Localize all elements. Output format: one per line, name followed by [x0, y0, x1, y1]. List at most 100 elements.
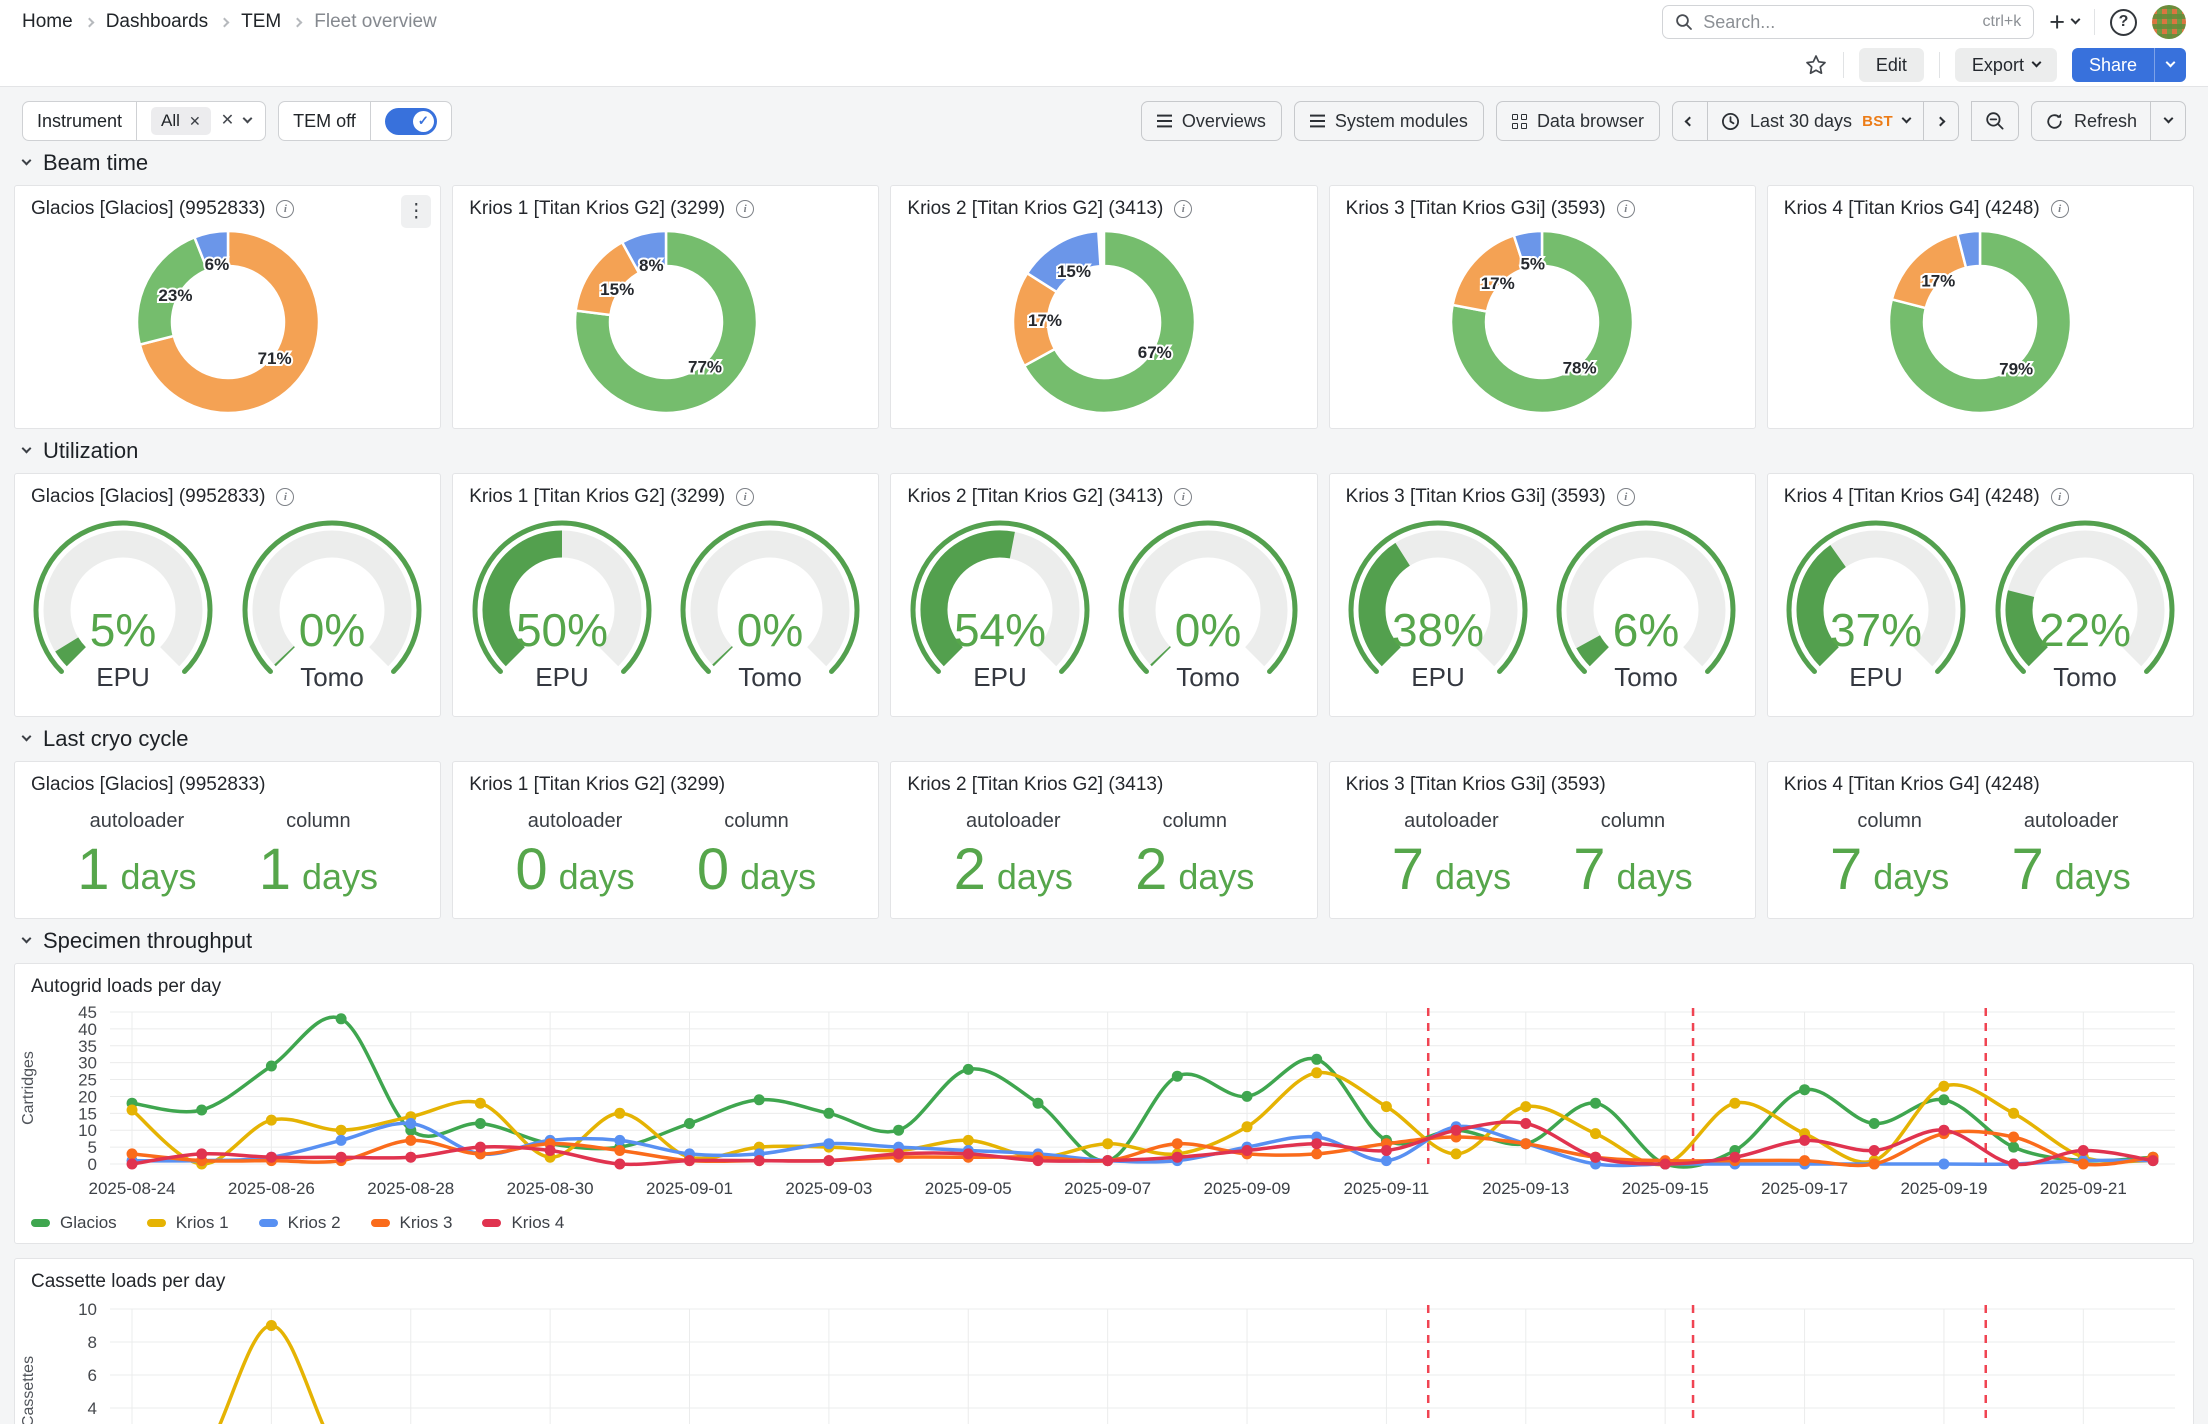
divider: [1842, 52, 1844, 78]
instrument-value-chip[interactable]: All ✕: [151, 107, 211, 135]
chevron-down-icon: [2165, 57, 2176, 68]
svg-text:0%: 0%: [299, 604, 365, 656]
add-new-button[interactable]: +: [2049, 6, 2081, 38]
info-icon[interactable]: i: [1174, 488, 1193, 506]
collapse-chevron-icon: [21, 155, 32, 166]
info-icon[interactable]: i: [1616, 200, 1635, 218]
legend-item-krios-1[interactable]: Krios 1: [146, 1213, 229, 1233]
search-input[interactable]: [1703, 11, 1973, 33]
share-dropdown-button[interactable]: [2154, 48, 2186, 82]
panel-menu-button[interactable]: ⋮: [401, 195, 432, 228]
stat-unit: days: [996, 856, 1073, 897]
legend-item-krios-4[interactable]: Krios 4: [482, 1213, 564, 1233]
svg-text:71%: 71%: [257, 349, 291, 368]
legend-item-krios-3[interactable]: Krios 3: [370, 1213, 453, 1233]
collapse-chevron-icon: [21, 731, 32, 742]
svg-text:2025-09-15: 2025-09-15: [1622, 1179, 1709, 1198]
search-shortcut: ctrl+k: [1982, 13, 2022, 30]
svg-text:2025-09-07: 2025-09-07: [1064, 1179, 1151, 1198]
info-icon[interactable]: i: [1174, 200, 1193, 218]
svg-text:2025-09-19: 2025-09-19: [1900, 1179, 1987, 1198]
svg-text:2025-08-26: 2025-08-26: [228, 1179, 315, 1198]
chevron-down-icon: [2070, 14, 2081, 25]
svg-text:2025-08-24: 2025-08-24: [89, 1179, 176, 1198]
svg-text:0%: 0%: [1175, 604, 1241, 656]
tem-off-toggle[interactable]: ✓: [384, 107, 437, 135]
stat-value: 7 days: [1573, 841, 1692, 899]
breadcrumb-tem[interactable]: TEM: [241, 11, 282, 32]
section-header-beam-time[interactable]: Beam time: [14, 141, 2194, 185]
last-cryo-cycle-panel: Krios 2 [Titan Krios G2] (3413) autoloade…: [890, 761, 1318, 919]
svg-text:10: 10: [78, 1300, 97, 1319]
overviews-button[interactable]: Overviews: [1140, 101, 1282, 141]
search-box[interactable]: ctrl+k: [1662, 5, 2035, 39]
svg-text:EPU: EPU: [1411, 662, 1464, 692]
plus-icon: +: [2049, 6, 2065, 37]
stat-label: autoloader: [2023, 810, 2119, 832]
clear-filter-icon[interactable]: ✕: [220, 112, 235, 129]
line-chart-svg: 02468102025-08-242025-08-262025-08-28202…: [20, 1300, 2175, 1424]
system-modules-button[interactable]: System modules: [1293, 101, 1484, 141]
avatar[interactable]: [2152, 5, 2186, 39]
info-icon[interactable]: i: [2050, 488, 2069, 506]
zoom-out-button[interactable]: [1970, 101, 2019, 141]
time-range-picker[interactable]: Last 30 days BST: [1706, 101, 1924, 141]
panel-title: Krios 1 [Titan Krios G2] (3299): [469, 774, 726, 795]
refresh-button[interactable]: Refresh: [2030, 101, 2151, 141]
chevron-right-icon: [1936, 116, 1946, 126]
svg-text:2025-09-11: 2025-09-11: [1344, 1179, 1430, 1198]
edit-button[interactable]: Edit: [1858, 48, 1924, 82]
info-icon[interactable]: i: [1616, 488, 1635, 506]
donut-chart: 79% 17%: [1768, 226, 2193, 420]
chevron-down-icon[interactable]: [242, 113, 253, 124]
svg-text:Tomo: Tomo: [2053, 662, 2117, 692]
section-header-specimen-throughput[interactable]: Specimen throughput: [14, 919, 2194, 963]
info-icon[interactable]: i: [276, 200, 295, 218]
filter-bar: Instrument All ✕ ✕ TEM off ✓ Overviews Sy…: [0, 87, 2208, 141]
stat-value: 7 days: [2011, 841, 2130, 899]
info-icon[interactable]: i: [276, 488, 295, 506]
help-button[interactable]: ?: [2110, 8, 2137, 36]
stat-pair: autoloader 0 days column 0 days: [453, 802, 878, 899]
refresh-interval-dropdown[interactable]: [2150, 101, 2186, 141]
svg-text:78%: 78%: [1563, 358, 1597, 377]
chart-legend: Glacios Krios 1 Krios 2 Krios 3 Krios 4: [15, 1209, 2193, 1243]
legend-item-glacios[interactable]: Glacios: [31, 1213, 117, 1233]
section-header-last-cryo-cycle[interactable]: Last cryo cycle: [14, 717, 2194, 761]
stat-pair: autoloader 1 days column 1 days: [15, 802, 440, 899]
top-right-controls: ctrl+k + ?: [1662, 5, 2186, 39]
stat-unit: days: [1435, 856, 1512, 897]
info-icon[interactable]: i: [2050, 200, 2069, 218]
svg-text:2025-09-09: 2025-09-09: [1204, 1179, 1291, 1198]
last-cryo-cycle-panel: Krios 4 [Titan Krios G4] (4248) column 7 da…: [1766, 761, 2194, 919]
breadcrumb-home[interactable]: Home: [22, 11, 73, 32]
legend-item-krios-2[interactable]: Krios 2: [258, 1213, 341, 1233]
breadcrumb-separator-icon: [219, 17, 230, 27]
legend-color-pill: [31, 1219, 50, 1227]
legend-label: Krios 3: [399, 1213, 453, 1232]
info-icon[interactable]: i: [736, 488, 755, 506]
data-browser-button[interactable]: Data browser: [1495, 101, 1660, 141]
svg-text:0: 0: [88, 1155, 97, 1174]
utilization-panel: Krios 3 [Titan Krios G3i] (3593) i 38% EPU 6…: [1328, 473, 1756, 717]
time-shift-forward-button[interactable]: [1922, 101, 1959, 141]
instrument-filter-value[interactable]: All ✕ ✕: [136, 102, 265, 140]
menu-icon: [1309, 119, 1325, 123]
breadcrumb-dashboards[interactable]: Dashboards: [105, 11, 209, 32]
panel-title: Krios 1 [Titan Krios G2] (3299): [469, 198, 726, 219]
donut-svg: 79% 17%: [1888, 229, 2073, 415]
remove-value-icon[interactable]: ✕: [188, 113, 201, 129]
favorite-star-button[interactable]: [1804, 53, 1828, 77]
info-icon[interactable]: i: [736, 200, 755, 218]
stat-number: 0: [696, 837, 730, 902]
section-header-utilization[interactable]: Utilization: [14, 429, 2194, 473]
donut-chart: 71% 23% 6%: [15, 226, 440, 420]
gauge-epu: 38% EPU: [1348, 520, 1528, 692]
time-shift-back-button[interactable]: [1671, 101, 1708, 141]
stat-unit: days: [558, 856, 635, 897]
legend-label: Krios 1: [175, 1213, 229, 1232]
chevron-left-icon: [1685, 116, 1695, 126]
export-button[interactable]: Export: [1954, 48, 2057, 82]
share-button[interactable]: Share: [2071, 48, 2154, 82]
stat-number: 2: [1135, 837, 1168, 902]
